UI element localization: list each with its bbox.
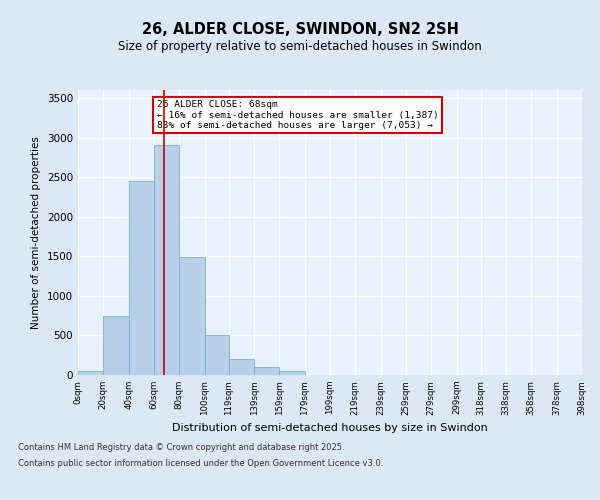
Bar — [179, 257, 205, 375]
Bar — [229, 359, 254, 375]
Bar — [103, 316, 128, 375]
Text: 26 ALDER CLOSE: 68sqm
← 16% of semi-detached houses are smaller (1,387)
83% of s: 26 ALDER CLOSE: 68sqm ← 16% of semi-deta… — [157, 100, 438, 130]
Y-axis label: Number of semi-detached properties: Number of semi-detached properties — [31, 136, 41, 329]
Text: 26, ALDER CLOSE, SWINDON, SN2 2SH: 26, ALDER CLOSE, SWINDON, SN2 2SH — [142, 22, 458, 38]
X-axis label: Distribution of semi-detached houses by size in Swindon: Distribution of semi-detached houses by … — [172, 423, 488, 433]
Bar — [154, 146, 179, 375]
Bar — [128, 181, 154, 375]
Bar — [205, 336, 229, 375]
Text: Contains HM Land Registry data © Crown copyright and database right 2025.: Contains HM Land Registry data © Crown c… — [18, 442, 344, 452]
Bar — [254, 367, 280, 375]
Text: Contains public sector information licensed under the Open Government Licence v3: Contains public sector information licen… — [18, 459, 383, 468]
Bar — [78, 371, 103, 375]
Text: Size of property relative to semi-detached houses in Swindon: Size of property relative to semi-detach… — [118, 40, 482, 53]
Bar — [280, 370, 305, 375]
